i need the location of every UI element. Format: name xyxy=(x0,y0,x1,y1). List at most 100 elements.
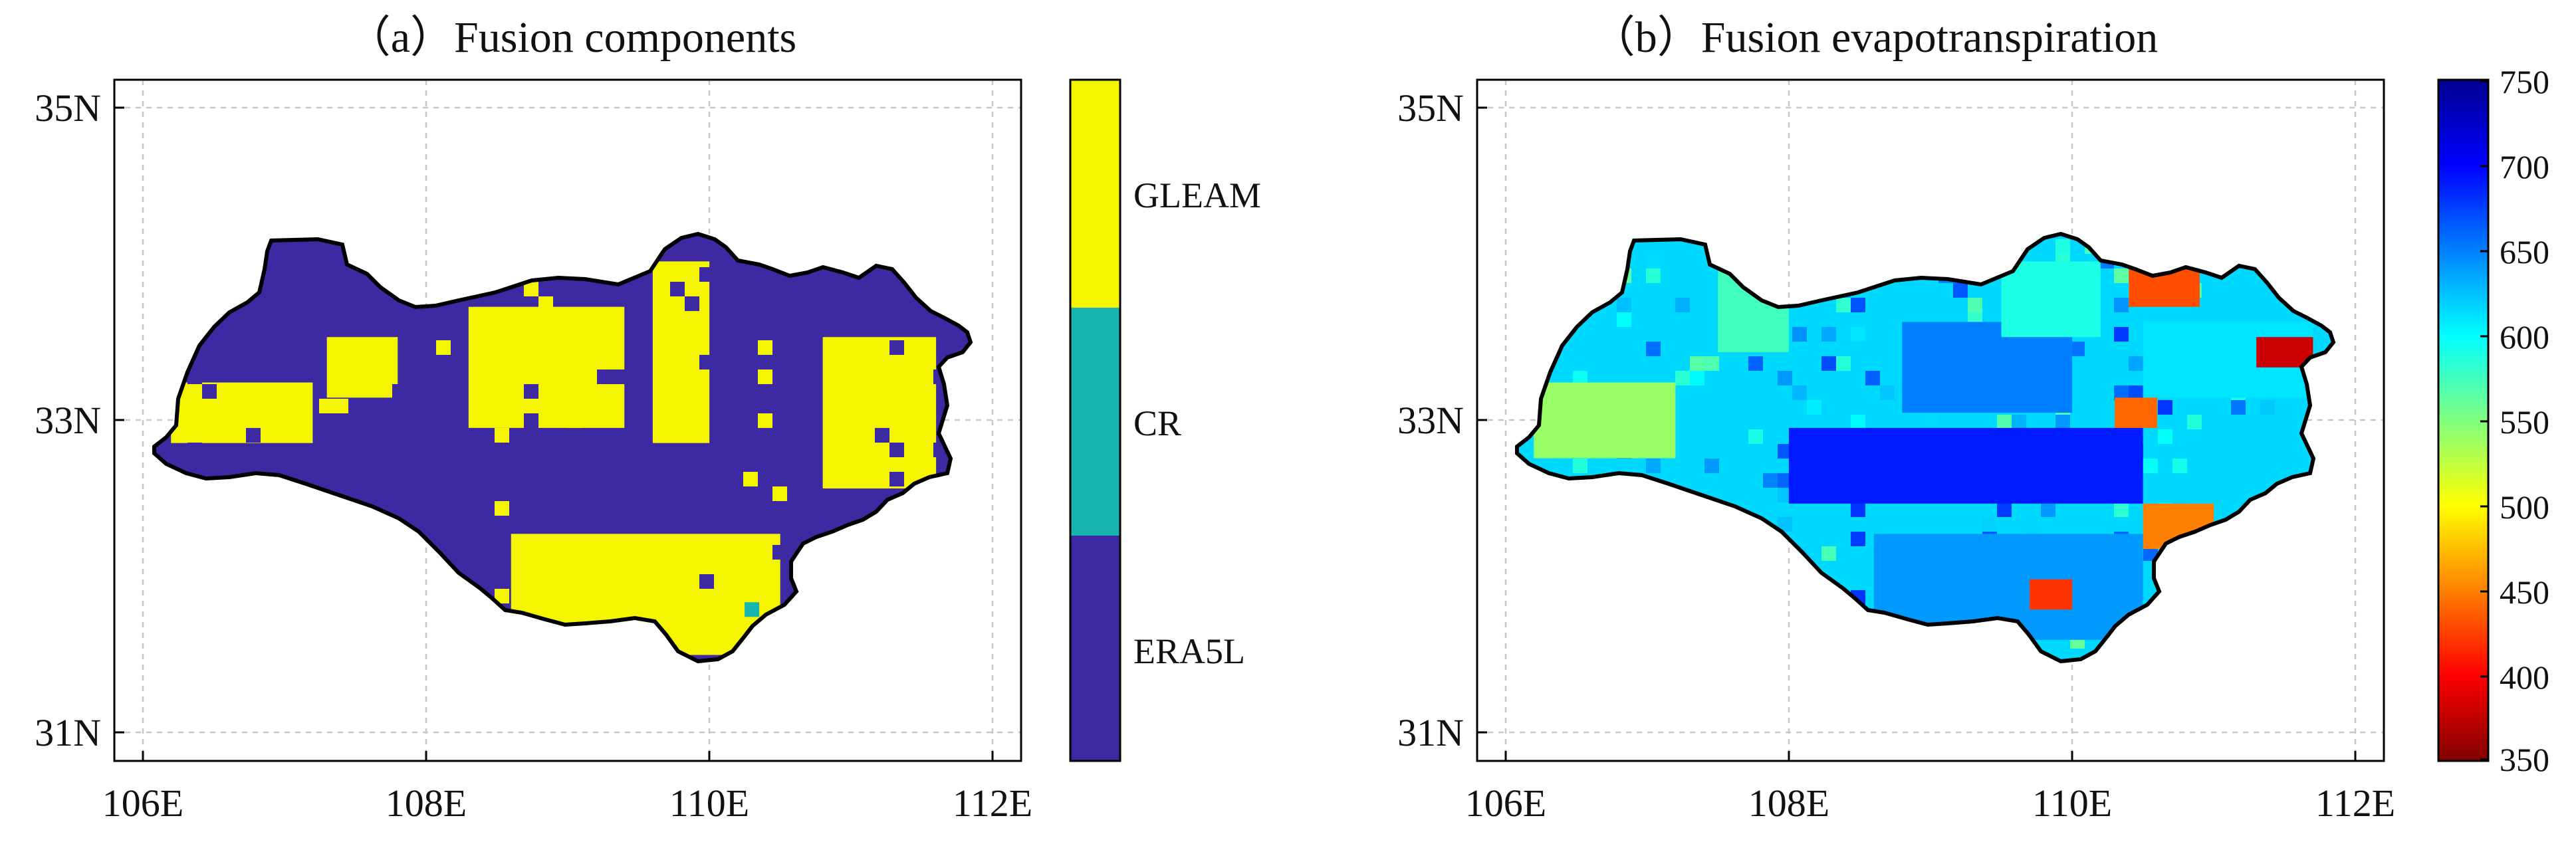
panel-a-ytick-33n: 33N xyxy=(35,399,101,442)
raster-cell xyxy=(1617,312,1631,327)
raster-cell xyxy=(2114,385,2129,400)
raster-cell xyxy=(1821,327,1836,342)
raster-cell xyxy=(538,296,553,311)
raster-cell xyxy=(495,589,509,603)
colorbar-swatch-era5l xyxy=(1070,536,1120,761)
raster-cell xyxy=(1675,298,1690,312)
raster-cell xyxy=(1778,517,1792,532)
raster-cell xyxy=(2012,415,2026,429)
raster-cell xyxy=(1880,385,1895,400)
raster-cell xyxy=(758,413,772,428)
raster-region-gleam xyxy=(171,382,313,443)
raster-cell xyxy=(1982,517,1997,532)
raster-cell xyxy=(246,428,261,443)
colorbar-swatch-gleam xyxy=(1070,80,1120,308)
colorbar-tick-750: 750 xyxy=(2500,63,2549,100)
raster-cell xyxy=(319,399,334,413)
raster-cell xyxy=(612,369,626,384)
raster-cell xyxy=(1778,371,1792,385)
raster-cell xyxy=(743,486,758,501)
raster-cell xyxy=(772,545,787,560)
raster-region-et xyxy=(2115,397,2157,428)
raster-cell xyxy=(2041,502,2055,517)
panel-b-xtick-108e: 108E xyxy=(1748,782,1829,825)
raster-cell xyxy=(2158,400,2172,415)
raster-cell xyxy=(699,355,714,369)
colorbar-tick-500: 500 xyxy=(2500,488,2549,526)
raster-cell xyxy=(670,282,685,296)
panel-b: （b）Fusion evapotranspiration 106E 108E 1… xyxy=(1397,13,2549,825)
raster-cell-cr xyxy=(745,602,760,617)
raster-cell xyxy=(1690,371,1704,385)
raster-cell xyxy=(1851,415,1865,429)
raster-cell xyxy=(436,340,451,355)
raster-cell xyxy=(2070,342,2085,356)
raster-cell xyxy=(1851,327,1865,342)
raster-cell xyxy=(2129,356,2143,371)
colorbar-tick-400: 400 xyxy=(2500,659,2549,696)
raster-cell xyxy=(772,486,787,501)
raster-cell xyxy=(1865,371,1880,385)
raster-cell xyxy=(187,369,202,384)
raster-cell xyxy=(1807,312,1821,327)
panel-a-tick-marks xyxy=(114,106,994,761)
panel-b-title: （b）Fusion evapotranspiration xyxy=(1591,13,2158,62)
colorbar-gradient-b xyxy=(2438,80,2488,761)
raster-cell xyxy=(538,574,553,589)
raster-cell xyxy=(524,384,538,399)
raster-region-et xyxy=(2030,579,2073,610)
raster-cell xyxy=(1690,356,1704,371)
raster-cell xyxy=(1851,502,1865,517)
raster-cell xyxy=(2172,459,2187,473)
raster-cell xyxy=(1748,429,1763,444)
panel-a-colorbar: GLEAM CR ERA5L xyxy=(1069,78,1261,762)
raster-cell xyxy=(875,428,889,443)
raster-cell xyxy=(1836,298,1851,312)
colorbar-tick-550: 550 xyxy=(2500,403,2549,441)
panel-a-ytick-31n: 31N xyxy=(35,711,101,754)
raster-cell xyxy=(1807,400,1821,415)
raster-cell xyxy=(495,355,509,369)
colorbar-label-cr: CR xyxy=(1133,403,1181,443)
raster-cell xyxy=(1968,298,1982,312)
raster-cell xyxy=(1573,371,1587,385)
panel-b-xtick-106e: 106E xyxy=(1465,782,1546,825)
raster-cell xyxy=(1646,342,1661,356)
raster-cell xyxy=(334,399,348,413)
raster-cell xyxy=(787,384,802,399)
colorbar-frame-a xyxy=(1069,78,1121,762)
raster-cell xyxy=(202,384,217,399)
raster-cell xyxy=(524,413,538,428)
raster-cell xyxy=(1704,356,1719,371)
panel-b-ytick-31n: 31N xyxy=(1397,711,1464,754)
raster-cell xyxy=(889,340,904,355)
raster-cell xyxy=(889,443,904,457)
raster-cell xyxy=(758,369,772,384)
panel-a: （a）Fusion components 106E 108E 110E 112E… xyxy=(35,13,1261,825)
raster-cell xyxy=(889,472,904,486)
raster-cell xyxy=(495,428,509,443)
raster-cell xyxy=(612,486,626,501)
raster-cell xyxy=(1646,254,1661,268)
raster-cell xyxy=(1924,415,1938,429)
raster-cell xyxy=(392,384,407,399)
raster-cell xyxy=(261,413,275,428)
raster-cell xyxy=(758,340,772,355)
raster-cell xyxy=(2129,385,2143,400)
raster-cell xyxy=(2114,298,2129,312)
raster-cell xyxy=(699,574,714,589)
colorbar-tick-650: 650 xyxy=(2500,233,2549,270)
raster-cell xyxy=(480,311,495,326)
raster-cell xyxy=(1704,459,1719,473)
raster-cell xyxy=(1646,268,1661,283)
raster-cell xyxy=(831,311,846,326)
raster-cell xyxy=(1821,356,1836,371)
raster-cell xyxy=(1851,532,1865,546)
panel-b-ytick-33n: 33N xyxy=(1397,399,1464,442)
raster-cell xyxy=(889,282,904,296)
raster-cell xyxy=(2055,239,2070,254)
raster-cell xyxy=(1646,459,1661,473)
raster-cell xyxy=(568,326,582,340)
raster-cell xyxy=(524,574,538,589)
panel-a-ytick-35n: 35N xyxy=(35,86,101,130)
